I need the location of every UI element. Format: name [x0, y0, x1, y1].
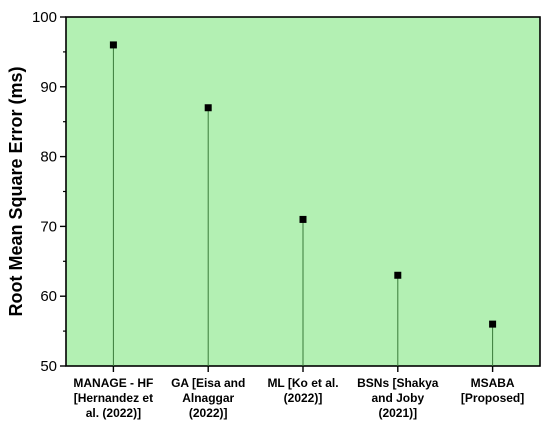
data-point — [204, 104, 212, 112]
y-tick-label: 50 — [40, 358, 57, 375]
data-point — [109, 41, 117, 49]
y-tick-label: 80 — [40, 149, 57, 166]
y-axis-title: Root Mean Square Error (ms) — [6, 66, 26, 316]
y-tick-label: 70 — [40, 218, 57, 235]
data-point — [394, 271, 402, 279]
data-point — [299, 215, 307, 223]
x-axis: MANAGE - HF [Hernandez et al. (2022)] GA [E… — [73, 366, 524, 420]
stem-lines — [112, 44, 494, 366]
x-tick-label: MANAGE - HF [Hernandez et al. (2022)] — [73, 376, 153, 420]
x-tick-label: ML [Ko et al. (2022)] — [267, 376, 338, 405]
y-tick-label: 90 — [40, 79, 57, 96]
x-tick-label: BSNs [Shakya and Joby (2021)] — [357, 376, 439, 420]
y-axis: 50 60 70 80 90 100 — [32, 9, 66, 375]
data-markers — [109, 41, 497, 328]
x-tick-label: MSABA [Proposed] — [461, 376, 524, 405]
data-point — [489, 320, 497, 328]
y-tick-label: 60 — [40, 288, 57, 305]
y-tick-label: 100 — [32, 9, 57, 26]
x-tick-label: GA [Eisa and Alnaggar (2022)] — [171, 376, 245, 420]
